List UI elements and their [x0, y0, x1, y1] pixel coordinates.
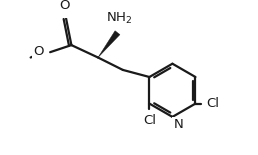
Text: NH$_2$: NH$_2$ — [106, 11, 132, 27]
Polygon shape — [98, 31, 120, 58]
Text: Cl: Cl — [206, 97, 219, 110]
Text: N: N — [173, 118, 183, 131]
Text: O: O — [34, 45, 44, 58]
Text: Cl: Cl — [143, 114, 156, 127]
Text: O: O — [59, 0, 70, 12]
